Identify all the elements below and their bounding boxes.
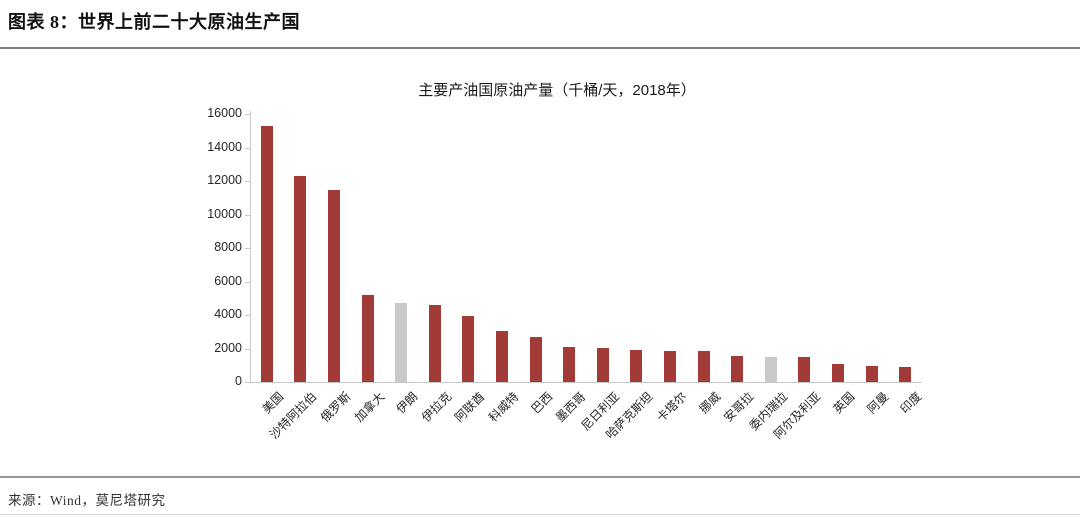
chart-bar-1	[260, 125, 273, 382]
chart-bar-16	[764, 356, 777, 382]
chart-bar-5	[395, 303, 408, 382]
y-axis-tick	[245, 181, 250, 182]
chart-bar-14	[697, 351, 710, 382]
chart-bar-12	[630, 349, 643, 382]
footer-divider	[0, 476, 1080, 478]
y-axis-tick	[245, 348, 250, 350]
chart-bar-2	[294, 176, 307, 382]
y-axis-line	[250, 111, 251, 382]
x-axis-label-text: 俄罗斯	[317, 389, 354, 425]
chart-title: 主要产油国原油产量（千桶/天，2018年）	[418, 82, 696, 99]
chart-bar-10	[563, 347, 576, 382]
chart-bar-17	[798, 356, 811, 382]
chart-bar-7	[462, 315, 475, 382]
x-axis-label-text: 加拿大	[351, 389, 387, 425]
chart-bar-13	[664, 350, 676, 382]
chart-bar-8	[496, 330, 508, 382]
y-axis-tick-label: 12000	[207, 173, 242, 187]
x-axis-label-text: 阿联酋	[452, 389, 488, 425]
x-axis-label-text: 伊拉克	[418, 389, 455, 425]
y-axis-tick	[245, 281, 250, 283]
chart-bar-18	[832, 363, 844, 382]
y-axis-tick	[245, 382, 250, 383]
x-axis-label-text: 卡塔尔	[653, 389, 690, 425]
chart-bar-15	[731, 356, 744, 382]
y-axis-tick	[245, 214, 250, 216]
x-axis-label-text: 英国	[830, 389, 858, 417]
y-axis-tick-label: 8000	[214, 240, 242, 254]
x-axis-label-text: 阿曼	[864, 389, 891, 417]
y-axis-tick	[245, 315, 250, 316]
chart-bar-4	[361, 294, 374, 382]
chart-bar-20	[899, 367, 912, 382]
y-axis-tick-label: 14000	[207, 139, 242, 154]
chart-bar-6	[428, 304, 441, 382]
chart-bar-19	[865, 365, 878, 382]
figure-caption: 图表 8：世界上前二十大原油生产国	[8, 12, 300, 32]
y-axis-tick-label: 0	[235, 374, 242, 388]
y-axis-tick	[245, 114, 250, 115]
chart-bar-11	[596, 347, 609, 382]
header-divider	[0, 47, 1080, 49]
x-axis-label-text: 科威特	[485, 389, 522, 425]
x-axis-line	[250, 382, 922, 383]
y-axis-tick-label: 16000	[207, 106, 242, 120]
y-axis-tick-label: 4000	[214, 307, 242, 321]
bottom-edge-line	[0, 514, 1080, 515]
y-axis-tick-label: 6000	[214, 273, 242, 288]
y-axis-tick	[245, 147, 250, 149]
y-axis-tick-label: 10000	[207, 206, 242, 221]
y-axis-tick	[245, 248, 250, 249]
chart-bar-9	[529, 337, 542, 382]
chart-bar-3	[328, 190, 340, 382]
y-axis-tick-label: 2000	[214, 340, 242, 355]
x-axis-label-text: 印度	[897, 389, 925, 417]
source-note: 来源：Wind，莫尼塔研究	[8, 493, 166, 508]
